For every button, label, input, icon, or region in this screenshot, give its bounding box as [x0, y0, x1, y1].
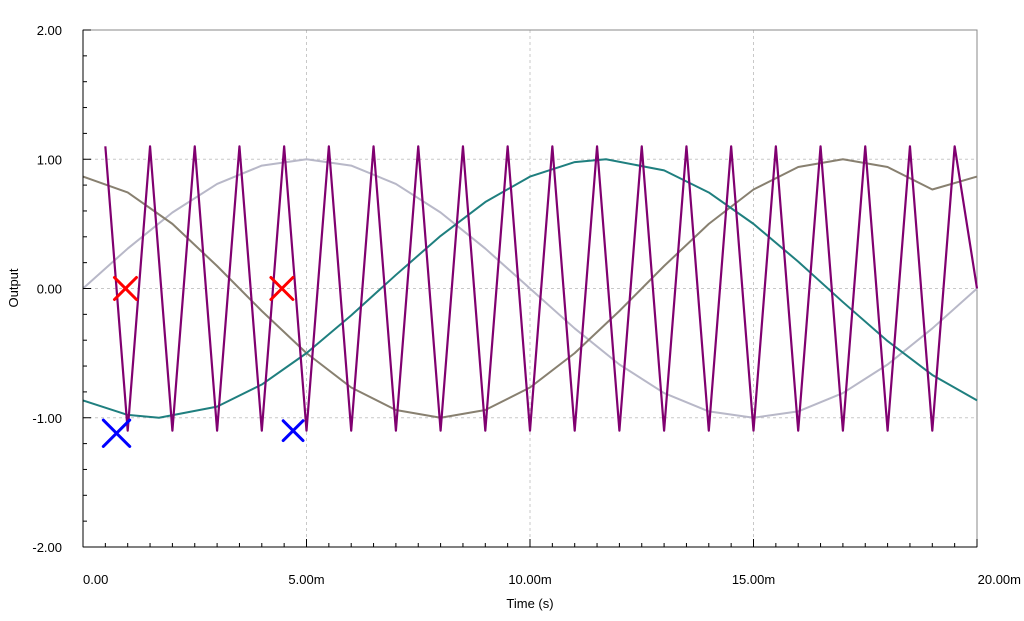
x-axis-title: Time (s) [506, 596, 553, 611]
series-line-3 [82, 158, 978, 419]
series-line-2 [82, 158, 978, 419]
y-tick-label: 2.00 [37, 23, 62, 38]
markers-group [101, 276, 305, 448]
x-tick-label: 0.00 [83, 572, 108, 587]
x-tick-label: 10.00m [508, 572, 551, 587]
y-tick-label: -2.00 [32, 540, 62, 555]
series-line-1 [82, 158, 978, 419]
axes [82, 29, 978, 548]
x-tick-label: 5.00m [288, 572, 324, 587]
series-group [82, 145, 979, 432]
y-tick-label: -1.00 [32, 411, 62, 426]
cross-marker [101, 418, 132, 448]
cross-marker [112, 276, 138, 301]
cross-marker [281, 419, 305, 443]
cross-marker-stroke [101, 418, 132, 448]
tick-labels: 0.00 5.00m 10.00m 15.00m 20.00m -2.00 -1.00 0.0… [32, 23, 1021, 587]
cross-marker-stroke [112, 276, 138, 301]
x-tick-label: 20.00m [978, 572, 1021, 587]
y-axis-title: Output [6, 268, 21, 307]
cross-marker-stroke [269, 276, 295, 301]
cross-marker-stroke [281, 419, 305, 443]
y-tick-label: 1.00 [37, 152, 62, 167]
cross-marker [269, 276, 295, 301]
series-line-4 [104, 145, 979, 432]
x-tick-label: 15.00m [732, 572, 775, 587]
y-tick-label: 0.00 [37, 282, 62, 297]
